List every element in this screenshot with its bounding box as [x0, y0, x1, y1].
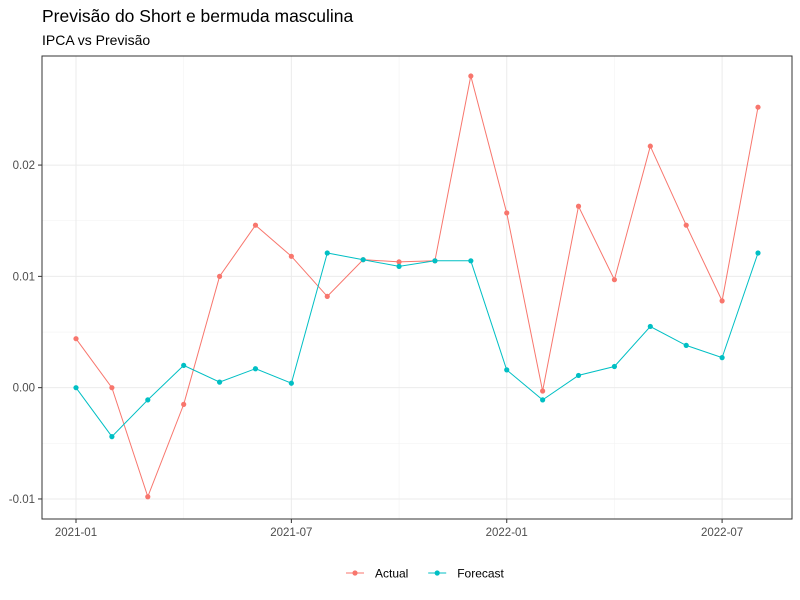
y-tick-label: 0.00 [13, 383, 35, 395]
data-point-actual [575, 203, 582, 209]
y-tick-label: 0.01 [13, 271, 35, 283]
data-point-actual [647, 143, 653, 149]
x-tick-label: 2021-07 [270, 527, 312, 539]
data-point-forecast [396, 263, 402, 269]
data-point-forecast [252, 366, 259, 372]
data-point-forecast [719, 355, 725, 361]
data-point-forecast [683, 342, 689, 348]
data-point-actual [683, 222, 689, 228]
x-tick-label: 2022-01 [486, 527, 528, 539]
data-point-actual [611, 277, 618, 283]
data-point-actual [181, 401, 187, 407]
plot-panel-border [41, 55, 793, 520]
legend-label-actual: Actual [375, 567, 408, 581]
series-line-actual [75, 75, 759, 499]
data-point-actual [504, 210, 510, 216]
legend-key-point-forecast [434, 570, 440, 576]
data-point-actual [216, 273, 223, 279]
x-tick-label: 2022-07 [701, 527, 743, 539]
data-point-actual [540, 388, 546, 394]
legend: Actual Forecast [346, 567, 505, 581]
series-layer [73, 73, 761, 500]
data-point-forecast [468, 258, 474, 264]
y-tick-label: -0.01 [9, 494, 35, 506]
data-point-forecast [755, 250, 761, 256]
data-point-actual [288, 253, 294, 259]
data-point-forecast [575, 372, 582, 379]
data-point-forecast [432, 258, 438, 264]
y-tick-label: 0.02 [13, 160, 35, 172]
chart-subtitle: IPCA vs Previsão [42, 32, 151, 48]
data-point-forecast [181, 362, 187, 369]
x-axis: 2021-01 2021-07 2022-01 2022-07 [55, 519, 743, 539]
legend-label-forecast: Forecast [457, 567, 504, 581]
chart-title: Previsão do Short e bermuda masculina [42, 6, 354, 26]
data-point-forecast [216, 379, 223, 385]
grid-major [42, 56, 792, 519]
data-point-forecast [73, 385, 79, 391]
data-point-actual [109, 385, 115, 391]
data-point-forecast [611, 363, 618, 370]
data-point-forecast [288, 380, 294, 386]
data-point-forecast [540, 397, 546, 403]
data-point-forecast [324, 250, 330, 256]
data-point-forecast [647, 323, 653, 330]
data-point-actual [396, 259, 402, 265]
data-point-actual [324, 293, 330, 300]
x-tick-label: 2021-01 [55, 527, 97, 539]
data-point-actual [755, 104, 761, 110]
data-point-actual [468, 73, 474, 79]
y-axis: -0.01 0.00 0.01 0.02 [9, 160, 42, 506]
legend-key-point-actual [352, 570, 358, 576]
data-point-forecast [504, 367, 510, 373]
data-point-forecast [145, 397, 151, 403]
grid-minor [42, 56, 792, 519]
data-point-actual [252, 222, 259, 228]
data-point-forecast [109, 434, 115, 440]
data-point-actual [145, 494, 151, 500]
data-point-actual [719, 298, 725, 304]
data-point-actual [73, 336, 79, 342]
series-line-forecast [75, 252, 759, 438]
data-point-forecast [360, 257, 366, 263]
